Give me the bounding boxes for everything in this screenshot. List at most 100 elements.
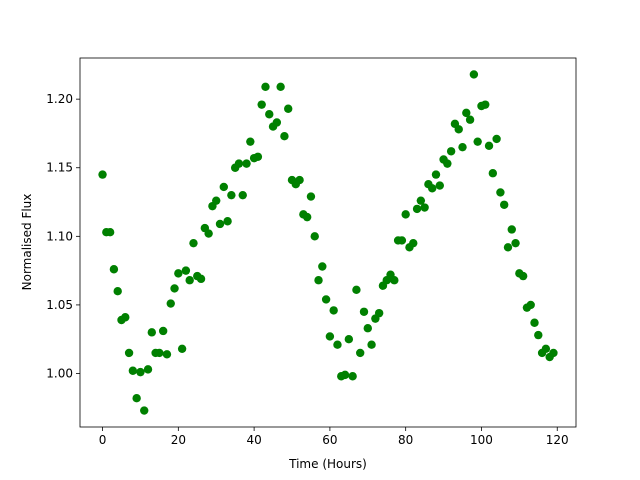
point [473,137,482,146]
point [314,276,323,285]
point [496,188,505,197]
y-tick-label: 1.10 [46,229,73,243]
point [257,100,266,109]
y-tick-label: 1.15 [46,161,73,175]
point [295,175,304,185]
point [147,328,157,337]
point [124,348,134,358]
y-tick-label: 1.20 [46,92,73,106]
point [238,190,247,200]
y-axis-label: Normalised Flux [20,194,34,291]
point [492,134,501,144]
point [113,286,122,296]
x-tick-label: 120 [546,433,569,447]
point [541,344,551,354]
y-tick-label: 1.05 [46,298,73,312]
point [181,266,191,275]
point [318,262,327,271]
point [484,141,494,150]
point [454,125,463,134]
point [446,147,456,156]
point [265,110,274,119]
point [465,115,475,124]
point [374,308,384,318]
point [136,367,145,377]
point [280,131,289,141]
point [162,350,172,359]
point [409,238,418,248]
point [397,236,407,245]
point [329,306,338,315]
point [412,204,422,214]
point [401,210,410,219]
point [227,190,236,200]
point [530,318,539,327]
x-tick-label: 0 [99,433,107,447]
point [140,406,149,415]
point [443,159,452,168]
point [367,340,376,349]
point [143,365,153,374]
x-tick-label: 80 [398,433,413,447]
point [534,330,543,340]
point [128,366,138,375]
point [458,142,467,152]
point [356,348,365,358]
point [321,295,331,304]
point [189,238,198,248]
point [359,307,369,316]
point [306,192,316,201]
point [212,196,221,205]
point [462,108,471,118]
point [105,228,115,237]
point [98,170,107,179]
point [196,274,206,284]
point [340,370,350,380]
point [215,219,225,229]
x-tick-label: 60 [322,433,337,447]
y-tick-label: 1.00 [46,367,73,381]
point [204,229,213,238]
point [325,332,335,341]
point [272,118,282,127]
axes-frame [79,57,577,428]
point [166,299,175,308]
point [223,217,232,226]
point [363,324,372,333]
point [344,335,354,344]
point [507,225,516,234]
x-tick-label: 100 [470,433,493,447]
point [158,326,168,336]
point [185,276,194,285]
point [310,232,319,241]
point [488,169,498,178]
x-tick-label: 20 [171,433,186,447]
point [469,70,479,79]
point [503,243,513,252]
point [435,181,444,190]
point [132,393,141,403]
point [481,100,490,109]
point [302,212,312,222]
point [420,203,429,212]
point [177,344,187,354]
point [155,348,164,358]
point [261,82,270,92]
point [246,137,255,146]
point [549,348,558,358]
point [526,300,535,310]
point [109,265,119,274]
point [431,170,441,179]
x-axis-label: Time (Hours) [288,457,367,471]
point [511,238,520,248]
point [390,276,399,285]
point [284,104,293,113]
point [253,152,263,161]
point [219,182,228,192]
point [428,184,437,193]
point [352,285,361,295]
x-tick-label: 40 [246,433,261,447]
point [276,82,285,92]
